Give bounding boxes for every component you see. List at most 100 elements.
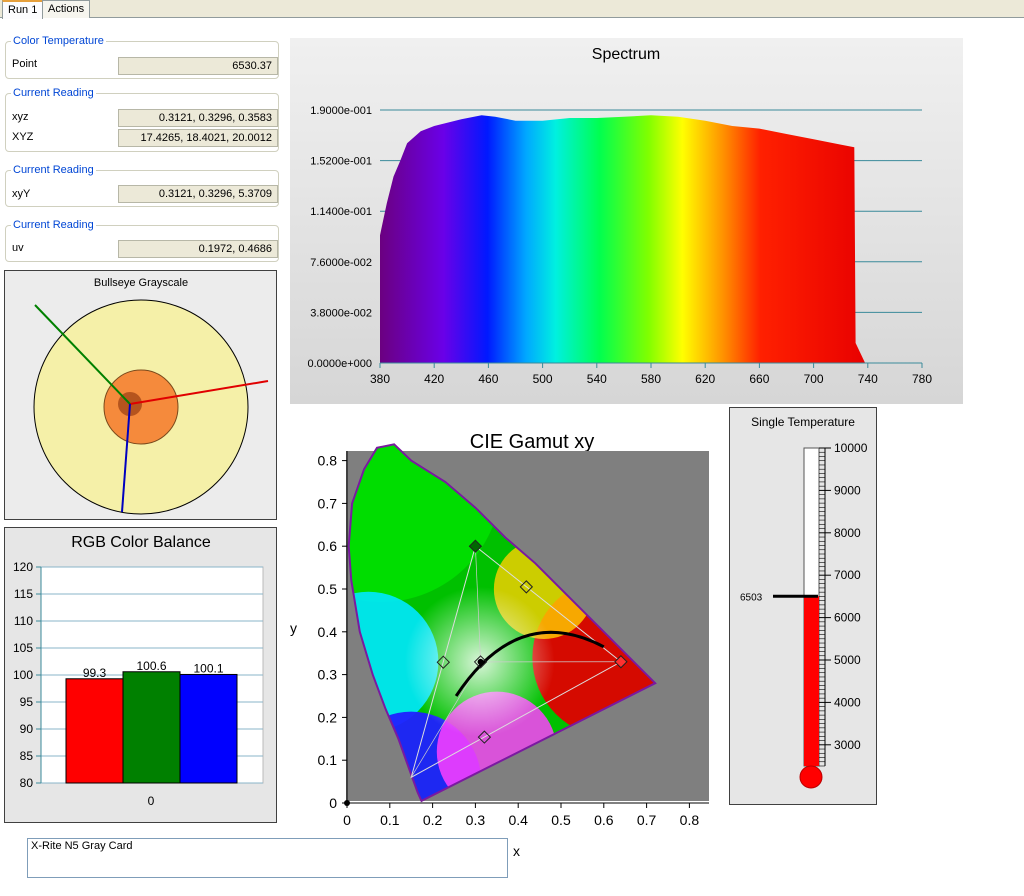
spectrum-x-tick: 700 xyxy=(804,372,824,386)
spectrum-x-tick: 740 xyxy=(858,372,878,386)
spectrum-x-tick: 460 xyxy=(478,372,498,386)
point-value: 6530.37 xyxy=(118,57,278,75)
temperature-gauge: Single Temperature 3000 4000 5000 6000 7000 8… xyxy=(740,415,868,789)
point-label: Point xyxy=(12,58,38,70)
xyY-label: xyY xyxy=(12,188,31,200)
group-title: Current Reading xyxy=(11,164,96,176)
rgb-y-tick: 85 xyxy=(20,749,34,763)
cie-x-tick: 0.5 xyxy=(551,812,571,828)
white-point-marker xyxy=(477,658,484,665)
tab-bar: Run 1 Actions xyxy=(0,0,1024,19)
xyz-value: 0.3121, 0.3296, 0.3583 xyxy=(118,109,278,127)
bullseye-title: Bullseye Grayscale xyxy=(94,277,188,289)
notes-field[interactable]: X-Rite N5 Gray Card xyxy=(27,838,508,878)
cie-chart: CIE Gamut xy 0 0.1 0.2 0.3 0.4 0.5 0.6 0.7 0.8 0 0… xyxy=(290,431,709,859)
tab-actions[interactable]: Actions xyxy=(42,0,91,18)
cie-y-tick: 0.3 xyxy=(318,667,338,683)
cie-x-tick: 0.6 xyxy=(594,812,614,828)
temperature-value: 6503 xyxy=(740,592,763,603)
cie-y-tick: 0.1 xyxy=(318,752,338,768)
rgb-bar xyxy=(122,671,181,784)
rgb-y-tick: 110 xyxy=(14,614,33,628)
rgb-title: RGB Color Balance xyxy=(71,534,211,551)
red-vector xyxy=(129,380,269,405)
rgb-y-tick: 95 xyxy=(20,695,34,709)
spectrum-x-tick: 580 xyxy=(641,372,661,386)
white-target-diamond xyxy=(473,655,488,669)
thermometer-fill xyxy=(804,596,819,766)
rgb-y-tick: 105 xyxy=(13,641,33,655)
planckian-locus xyxy=(454,630,605,697)
cie-title: CIE Gamut xy xyxy=(470,431,594,453)
current-reading-xyz-group: Current Reading xyz 0.3121, 0.3296, 0.35… xyxy=(5,87,279,152)
thermometer-tick: 7000 xyxy=(834,568,861,582)
XYZ-value: 17.4265, 18.4021, 20.0012 xyxy=(118,129,278,147)
xyz-label: xyz xyxy=(12,111,29,123)
blue-vector xyxy=(121,403,131,513)
spectrum-y-tick: 7.6000e-002 xyxy=(310,257,372,269)
rgb-bar xyxy=(65,678,124,784)
spectrum-panel: Spectrum 0.0000e+000 3.8000e-002 7.6000e-0… xyxy=(290,38,963,404)
cie-x-tick: 0.3 xyxy=(466,812,486,828)
gamut-spoke xyxy=(410,661,481,778)
rgb-data-label: 99.3 xyxy=(83,666,107,680)
thermometer-tick: 5000 xyxy=(834,653,861,667)
group-title: Current Reading xyxy=(11,87,96,99)
single-temperature-panel: Single Temperature 3000 4000 5000 6000 7000 8… xyxy=(729,407,877,805)
uv-label: uv xyxy=(12,242,24,254)
current-reading-xyY-group: Current Reading xyY 0.3121, 0.3296, 5.37… xyxy=(5,164,279,207)
gamut-spoke xyxy=(475,546,481,662)
rgb-data-label: 100.6 xyxy=(136,659,166,673)
cie-y-tick: 0.7 xyxy=(318,495,338,511)
secondary-target-diamond xyxy=(477,730,492,744)
spectrum-x-tick: 380 xyxy=(370,372,390,386)
green-target-diamond xyxy=(468,539,483,553)
cie-y-tick: 0.8 xyxy=(318,453,338,469)
cie-x-tick: 0.4 xyxy=(508,812,528,828)
spectrum-x-tick: 620 xyxy=(695,372,715,386)
spectrum-y-tick: 3.8000e-002 xyxy=(310,307,372,319)
cie-x-tick: 0.1 xyxy=(380,812,400,828)
rgb-balance-chart: RGB Color Balance 80 85 90 95 100 105 110 115 12… xyxy=(13,534,264,808)
y-axis-label: y xyxy=(290,620,297,636)
cie-y-tick: 0.2 xyxy=(318,709,338,725)
spectrum-y-tick: 1.1400e-001 xyxy=(310,206,372,218)
cie-y-tick: 0.4 xyxy=(318,624,338,640)
spectrum-area xyxy=(380,115,866,363)
bullseye-panel: Bullseye Grayscale xyxy=(4,270,277,520)
secondary-target-diamond xyxy=(519,580,534,594)
thermometer-tick: 8000 xyxy=(834,526,861,540)
rgb-y-tick: 100 xyxy=(13,668,33,682)
rgb-data-label: 100.1 xyxy=(193,661,223,675)
thermometer-tick: 4000 xyxy=(834,695,861,709)
thermometer-tick: 3000 xyxy=(834,738,861,752)
rgb-bar xyxy=(179,673,238,784)
rgb-y-tick: 80 xyxy=(20,776,34,790)
cie-panel: CIE Gamut xy 0 0.1 0.2 0.3 0.4 0.5 0.6 0.7 0.8 0 0… xyxy=(282,425,722,859)
xyY-value: 0.3121, 0.3296, 5.3709 xyxy=(118,185,278,203)
spectrum-x-tick: 780 xyxy=(912,372,932,386)
spectrum-x-tick: 500 xyxy=(533,372,553,386)
cie-x-tick: 0.2 xyxy=(423,812,443,828)
spectrum-y-tick: 0.0000e+000 xyxy=(307,358,372,370)
spectrum-y-tick: 1.9000e-001 xyxy=(310,105,372,117)
spectrum-title: Spectrum xyxy=(592,46,660,63)
cie-y-tick: 0.5 xyxy=(318,581,338,597)
bullseye-svg: Bullseye Grayscale xyxy=(33,277,269,515)
x-axis-title: x xyxy=(513,843,520,859)
thermometer-tick: 10000 xyxy=(834,441,868,455)
spectrum-y-tick: 1.5200e-001 xyxy=(310,156,372,168)
red-target-diamond xyxy=(614,655,628,669)
cie-y-tick: 0.6 xyxy=(318,538,338,554)
gamut-triangle xyxy=(410,545,622,779)
thermometer-bulb xyxy=(799,765,823,789)
color-temperature-group: Color Temperature Point 6530.37 xyxy=(5,35,279,79)
spectrum-x-tick: 540 xyxy=(587,372,607,386)
rgb-y-tick: 90 xyxy=(20,722,34,736)
cie-y-tick: 0 xyxy=(329,795,337,811)
group-title: Current Reading xyxy=(11,219,96,231)
rgb-balance-panel: RGB Color Balance 80 85 90 95 100 105 110 115 12… xyxy=(4,527,277,823)
tab-run-1[interactable]: Run 1 xyxy=(2,0,44,19)
spectrum-x-tick: 420 xyxy=(424,372,444,386)
secondary-target-diamond xyxy=(436,655,451,669)
